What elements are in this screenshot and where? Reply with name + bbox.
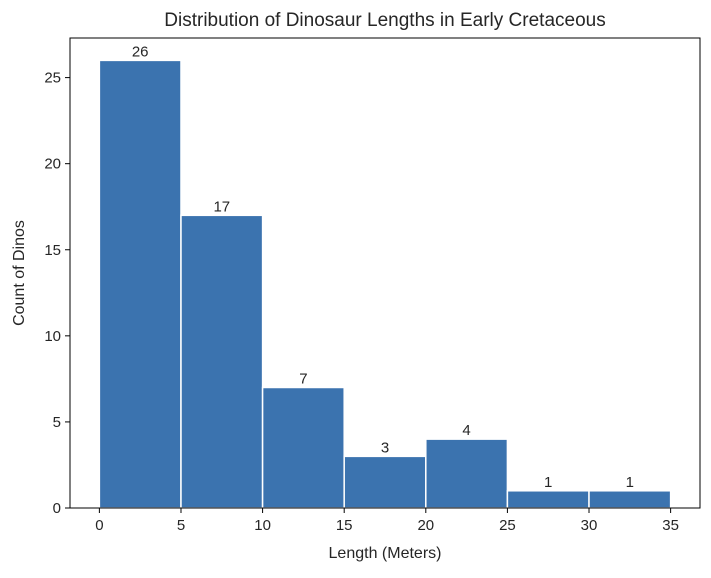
y-axis-label: Count of Dinos <box>11 220 28 326</box>
plot-frame <box>69 37 701 509</box>
y-tick-label: 15 <box>44 242 61 259</box>
histogram-bar <box>98 59 182 509</box>
bar-value-label: 3 <box>381 439 389 456</box>
x-tick-label: 35 <box>662 517 679 534</box>
x-axis-label: Length (Meters) <box>329 545 442 562</box>
bar-value-label: 1 <box>544 474 552 491</box>
histogram-bar <box>180 214 264 509</box>
x-tick-label: 5 <box>177 517 185 534</box>
x-axis-ticks: 0 5 10 15 20 25 30 35 <box>95 508 679 534</box>
y-tick-label: 5 <box>53 414 61 431</box>
x-tick-label: 15 <box>336 517 353 534</box>
histogram-bar <box>425 438 509 509</box>
chart-title: Distribution of Dinosaur Lengths in Earl… <box>164 10 605 31</box>
bar-labels-layer: 26 17 7 3 4 1 1 <box>132 43 634 490</box>
x-tick-label: 30 <box>581 517 598 534</box>
y-tick-label: 20 <box>44 156 61 173</box>
histogram-bar <box>261 386 345 509</box>
x-tick-label: 0 <box>95 517 103 534</box>
y-axis-ticks: 0 5 10 15 20 25 <box>44 70 70 517</box>
bar-value-label: 17 <box>213 198 230 215</box>
y-tick-label: 25 <box>44 70 61 87</box>
bar-value-label: 26 <box>132 43 149 60</box>
histogram-bar <box>588 490 672 509</box>
histogram-bar <box>343 455 427 509</box>
histogram-bar <box>506 490 590 509</box>
y-tick-label: 0 <box>53 500 61 517</box>
y-tick-label: 10 <box>44 328 61 345</box>
bar-value-label: 1 <box>626 474 634 491</box>
bars-layer <box>98 59 672 509</box>
bar-value-label: 7 <box>299 370 307 387</box>
x-tick-label: 20 <box>417 517 434 534</box>
x-tick-label: 10 <box>254 517 271 534</box>
x-tick-label: 25 <box>499 517 516 534</box>
bar-value-label: 4 <box>462 422 470 439</box>
